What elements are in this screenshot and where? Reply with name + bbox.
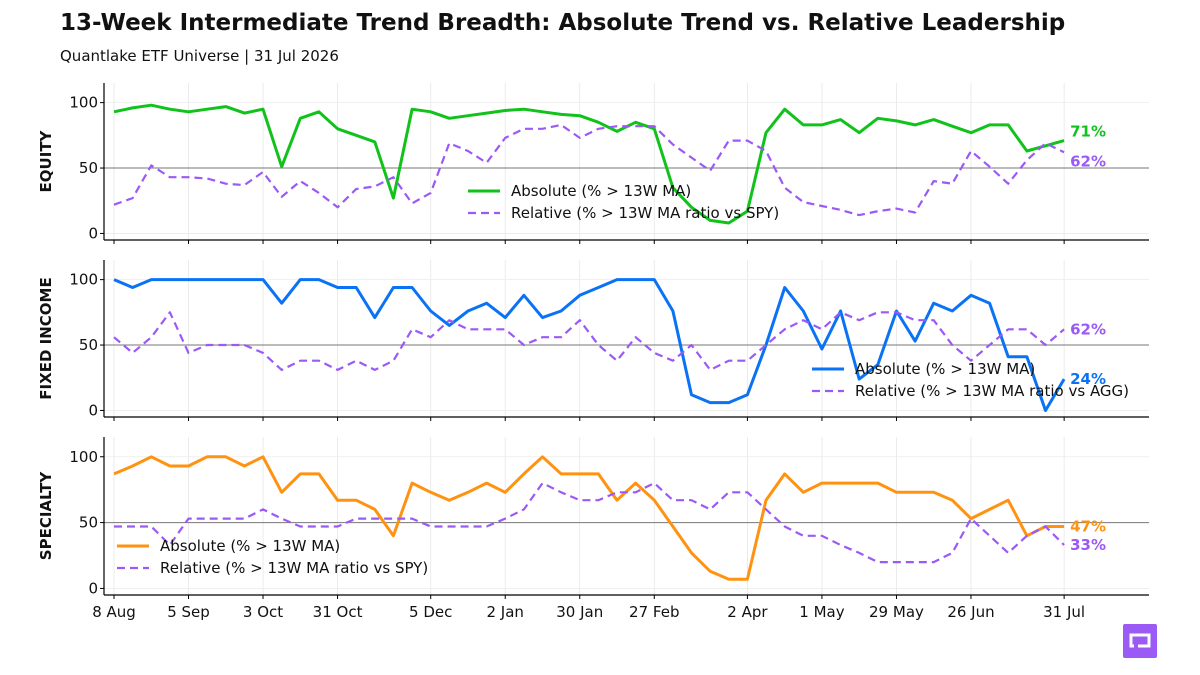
x-tick-label: 31 Oct	[313, 603, 363, 621]
legend-label: Absolute (% > 13W MA)	[160, 537, 340, 555]
end-value-label: 33%	[1070, 536, 1106, 554]
x-tick-label: 26 Jun	[947, 603, 994, 621]
y-axis-label: EQUITY	[37, 129, 55, 192]
legend-label: Relative (% > 13W MA ratio vs SPY)	[511, 204, 779, 222]
y-axis-label: FIXED INCOME	[37, 277, 55, 399]
y-tick-label: 50	[79, 159, 98, 177]
series-line-absolute	[113, 455, 1065, 581]
x-tick-label: 30 Jan	[556, 603, 603, 621]
y-tick-label: 0	[88, 579, 98, 597]
x-tick-label: 29 May	[869, 603, 924, 621]
y-tick-label: 50	[79, 514, 98, 532]
legend: Absolute (% > 13W MA) Relative (% > 13W M…	[812, 360, 1129, 400]
y-tick-label: 0	[88, 224, 98, 242]
x-tick-label: 5 Sep	[167, 603, 210, 621]
series-line-relative	[114, 482, 1065, 564]
x-tick-label: 8 Aug	[92, 603, 136, 621]
series-line-relative	[113, 311, 1065, 371]
legend-label: Absolute (% > 13W MA)	[511, 182, 691, 200]
y-tick-label: 100	[69, 271, 98, 289]
x-tick-label: 2 Jan	[487, 603, 524, 621]
legend-label: Relative (% > 13W MA ratio vs AGG)	[855, 382, 1129, 400]
legend-label: Relative (% > 13W MA ratio vs SPY)	[160, 559, 428, 577]
legend: Absolute (% > 13W MA) Relative (% > 13W M…	[117, 537, 428, 577]
brand-logo	[1123, 624, 1157, 658]
panel-specialty: 0 50 100 SPECIALTY 47%33% Absolute (% > 13W M…	[37, 437, 1149, 599]
chart-title: 13-Week Intermediate Trend Breadth: Abso…	[60, 10, 1066, 36]
series-line-absolute	[113, 103, 1065, 225]
y-tick-label: 50	[79, 336, 98, 354]
series-line-relative	[113, 123, 1065, 217]
x-tick-label: 2 Apr	[727, 603, 768, 621]
end-value-label: 24%	[1070, 370, 1106, 388]
end-value-label: 62%	[1070, 320, 1106, 338]
end-value-label: 47%	[1070, 518, 1106, 536]
x-tick-label: 1 May	[799, 603, 844, 621]
brand-logo-icon	[1129, 633, 1151, 648]
end-value-label: 62%	[1070, 152, 1106, 170]
x-tick-label: 3 Oct	[243, 603, 283, 621]
panel-equity: 0 50 100 EQUITY 71% 62% Absolute (% > 13W MA) R…	[37, 83, 1149, 244]
x-tick-label: 5 Dec	[409, 603, 452, 621]
end-value-label: 71%	[1070, 123, 1106, 141]
chart-subtitle: Quantlake ETF Universe | 31 Jul 2026	[60, 47, 339, 65]
legend: Absolute (% > 13W MA) Relative (% > 13W M…	[468, 182, 779, 222]
series-line-absolute	[113, 278, 1066, 412]
panel-fixed-income: 0 50 100 FIXED INCOME 24% 62% Absolute (% > 13…	[37, 260, 1149, 421]
x-tick-label: 31 Jul	[1043, 603, 1085, 621]
y-tick-label: 0	[88, 401, 98, 419]
y-axis-label: SPECIALTY	[37, 471, 55, 561]
legend-label: Absolute (% > 13W MA)	[855, 360, 1035, 378]
x-tick-label: 27 Feb	[629, 603, 679, 621]
y-tick-label: 100	[69, 448, 98, 466]
y-tick-label: 100	[69, 94, 98, 112]
